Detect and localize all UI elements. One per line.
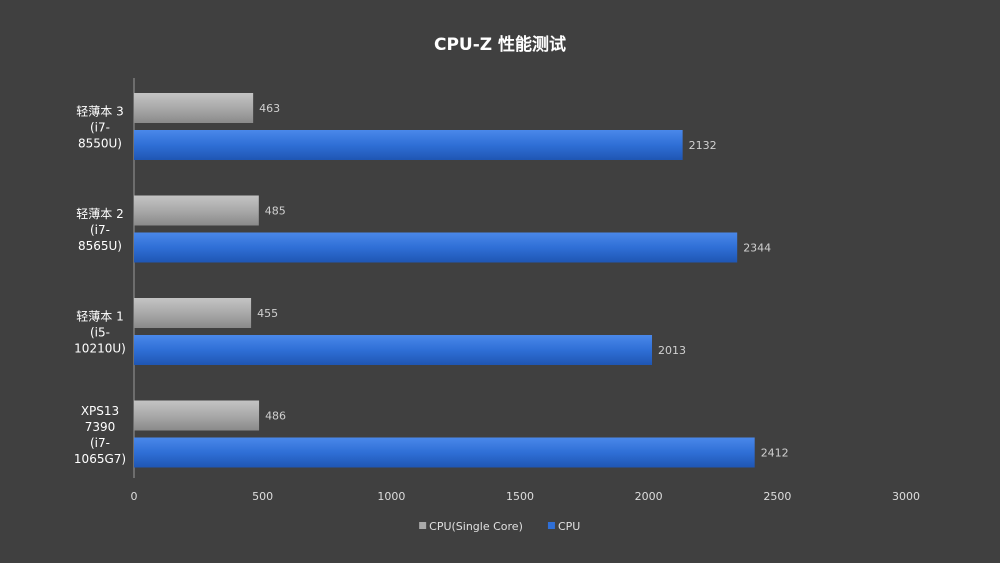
legend-label-cpu: CPU	[558, 520, 580, 533]
bar-cpu-3	[134, 437, 755, 468]
x-tick-label-4: 2000	[635, 490, 663, 503]
category-label-line: 轻薄本 1	[76, 308, 123, 323]
data-labels: 463 2132 485 2344 455 2013 486 2412	[257, 102, 789, 460]
legend-swatch-cpu	[547, 522, 555, 529]
category-label-line: 1065G7)	[74, 452, 126, 466]
category-label-line: 轻薄本 3	[76, 103, 123, 118]
bar-single-core-3	[134, 400, 260, 431]
x-tick-label-1: 500	[252, 490, 273, 503]
x-tick-label-3: 1500	[506, 490, 534, 503]
data-label-cpu-2: 2013	[658, 344, 686, 357]
legend-label-single-core: CPU(Single Core)	[429, 520, 523, 533]
bar-cpu-1	[134, 232, 738, 263]
category-label-0: 轻薄本 3 (i7- 8550U)	[76, 103, 123, 150]
bar-single-core-1	[134, 195, 259, 226]
category-label-line: 8565U)	[78, 239, 122, 253]
data-label-cpu-1: 2344	[743, 242, 771, 255]
category-label-line: 8550U)	[78, 136, 122, 150]
data-label-single-core-1: 485	[265, 205, 286, 218]
bar-single-core-0	[134, 93, 254, 123]
data-label-single-core-3: 486	[265, 410, 286, 423]
x-tick-label-0: 0	[131, 490, 138, 503]
category-label-line: 7390	[85, 420, 116, 434]
category-label-1: 轻薄本 2 (i7- 8565U)	[76, 206, 123, 253]
x-axis-ticks: 0 500 1000 1500 2000 2500 3000	[131, 490, 921, 503]
category-label-3: XPS13 7390 (i7- 1065G7)	[74, 404, 126, 466]
category-labels: 轻薄本 3 (i7- 8550U) 轻薄本 2 (i7- 8565U) 轻薄本 1 (i5- 1…	[74, 103, 126, 466]
data-label-cpu-0: 2132	[689, 139, 717, 152]
category-label-line: (i7-	[90, 120, 110, 134]
data-label-cpu-3: 2412	[761, 447, 789, 460]
x-tick-label-6: 3000	[892, 490, 920, 503]
category-label-line: (i7-	[90, 223, 110, 237]
bar-cpu-2	[134, 335, 653, 365]
bar-single-core-2	[134, 298, 252, 328]
category-label-line: (i7-	[90, 436, 110, 450]
data-label-single-core-0: 463	[259, 102, 280, 115]
category-label-line: 10210U)	[74, 341, 126, 355]
category-label-line: 轻薄本 2	[76, 206, 123, 221]
data-label-single-core-2: 455	[257, 307, 278, 320]
legend-swatch-single-core	[419, 522, 427, 529]
category-label-line: (i5-	[90, 325, 110, 339]
category-label-line: XPS13	[81, 404, 119, 418]
legend: CPU(Single Core) CPU	[419, 520, 580, 533]
bar-cpu-0	[134, 130, 683, 160]
x-tick-label-5: 2500	[763, 490, 791, 503]
category-label-2: 轻薄本 1 (i5- 10210U)	[74, 308, 126, 355]
x-tick-label-2: 1000	[377, 490, 405, 503]
bars	[134, 93, 755, 468]
chart-title: CPU-Z 性能测试	[434, 34, 566, 55]
